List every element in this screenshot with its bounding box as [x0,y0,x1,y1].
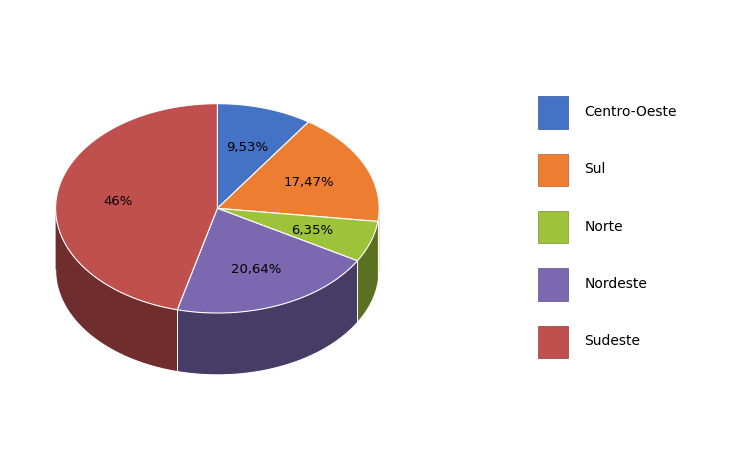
Polygon shape [378,209,379,284]
Text: Sul: Sul [584,162,606,176]
FancyBboxPatch shape [538,97,568,129]
Text: 9,53%: 9,53% [226,141,268,153]
Polygon shape [177,209,357,313]
Polygon shape [217,209,378,261]
Polygon shape [357,222,378,323]
Text: Norte: Norte [584,219,623,233]
FancyBboxPatch shape [538,269,568,301]
Polygon shape [56,105,217,310]
Polygon shape [56,209,177,372]
Polygon shape [217,123,379,222]
FancyBboxPatch shape [538,212,568,244]
Polygon shape [177,261,357,375]
Polygon shape [217,105,308,209]
Text: Centro-Oeste: Centro-Oeste [584,105,677,119]
Text: Nordeste: Nordeste [584,276,647,290]
FancyBboxPatch shape [538,154,568,187]
Text: Sudeste: Sudeste [584,334,641,347]
Text: 20,64%: 20,64% [231,262,281,275]
Text: 6,35%: 6,35% [291,223,333,236]
Text: 17,47%: 17,47% [284,176,334,189]
Text: 46%: 46% [103,194,132,207]
FancyBboxPatch shape [538,326,568,358]
